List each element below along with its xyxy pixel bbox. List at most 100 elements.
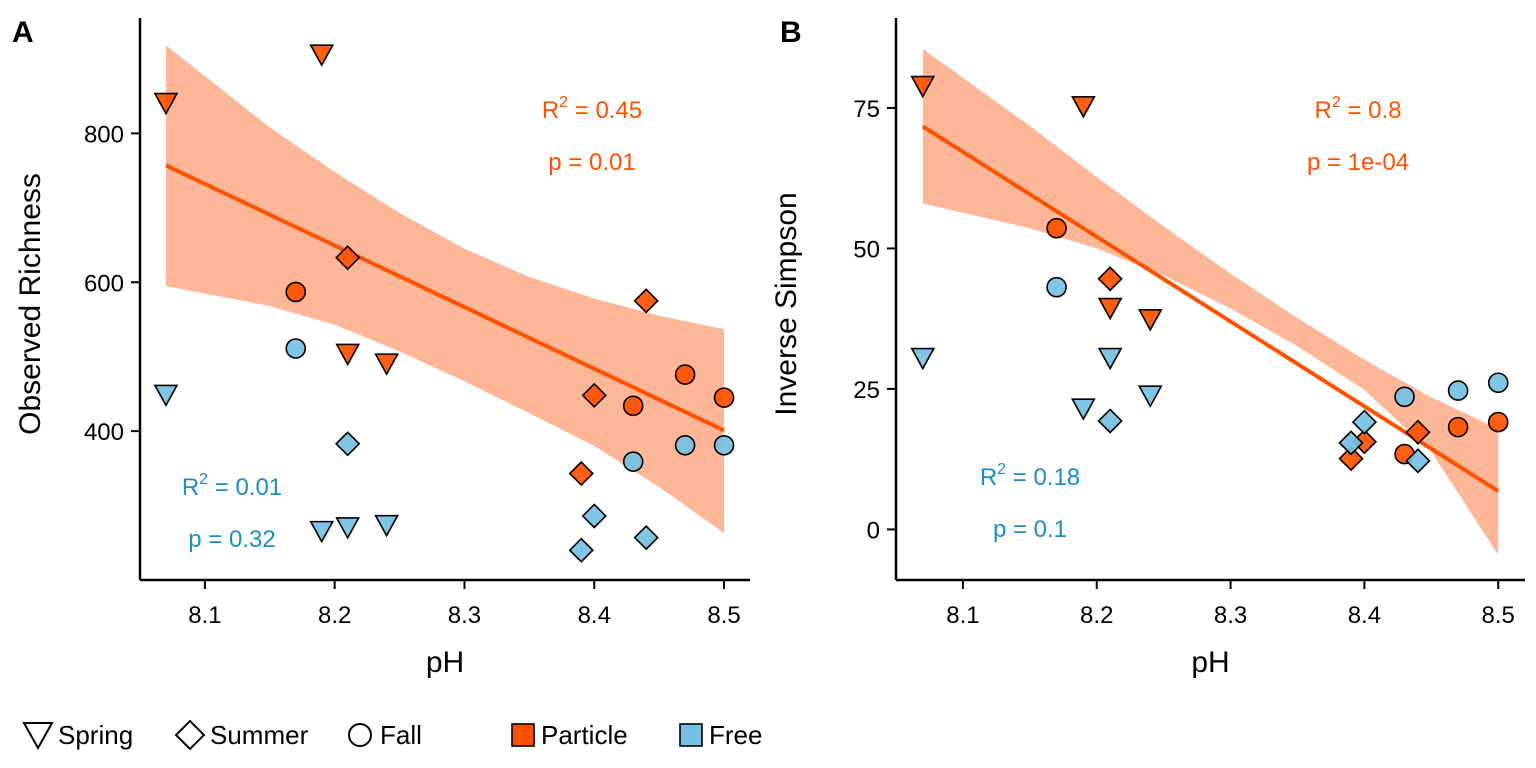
y-axis-title: Observed Richness: [14, 173, 47, 435]
data-point-summer-free: [1351, 409, 1378, 435]
data-point-fall-particle: [1447, 416, 1469, 438]
data-point-spring-free: [1137, 385, 1163, 408]
equals-sign: =: [208, 474, 235, 501]
data-point-summer-free: [633, 524, 659, 551]
y-tick-label: 800: [84, 121, 124, 148]
data-point-fall-free: [713, 434, 735, 456]
data-point-fall-particle: [674, 364, 696, 385]
data-point-summer-particle: [1338, 445, 1364, 472]
p-value-annotation-free: p = 0.32: [188, 526, 275, 553]
equals-sign: =: [1006, 464, 1033, 491]
data-point-summer-particle: [568, 460, 594, 487]
x-tick-label: 8.1: [188, 602, 221, 629]
data-point-spring-free: [335, 517, 361, 540]
data-point-summer-particle: [581, 382, 607, 409]
legend-particle-swatch: [511, 723, 535, 747]
x-tick-label: 8.2: [318, 602, 351, 629]
data-point-summer-particle: [1097, 266, 1123, 292]
x-tick-label: 8.4: [1348, 602, 1381, 629]
data-point-fall-free: [1447, 380, 1469, 401]
r-letter: R: [542, 97, 559, 124]
data-point-fall-particle: [713, 387, 735, 408]
data-point-spring-particle: [374, 353, 399, 376]
y-tick-label: 400: [84, 419, 124, 446]
data-point-spring-free: [1097, 347, 1123, 371]
legend-spring-icon: [22, 722, 54, 751]
r-squared-annotation-free: R2 = 0.18: [980, 461, 1080, 491]
data-point-spring-free: [910, 347, 936, 371]
legend-label-fall: Fall: [380, 720, 422, 750]
data-point-spring-particle: [335, 343, 361, 367]
data-point-fall-free: [285, 338, 307, 359]
data-point-summer-free: [1405, 448, 1431, 474]
data-point-spring-free: [309, 520, 335, 544]
legend-free-swatch: [679, 723, 703, 747]
r-squared-value: 0.01: [235, 474, 282, 501]
y-tick-label: 25: [853, 377, 880, 404]
legend: Spring Summer Fall Particle Free: [22, 719, 762, 751]
r-squared-value: 0.18: [1033, 464, 1080, 491]
legend-summer-icon: [174, 719, 206, 751]
data-point-summer-free: [1338, 430, 1364, 456]
data-point-fall-free: [1046, 276, 1067, 298]
r-squared-annotation-free: R2 = 0.01: [182, 471, 282, 501]
data-point-spring-particle: [309, 44, 335, 67]
p-value-annotation-free: p = 0.1: [993, 516, 1067, 543]
x-tick-label: 8.4: [578, 602, 611, 629]
r-letter: R: [980, 464, 997, 491]
data-point-summer-free: [568, 537, 594, 563]
superscript-2: 2: [1332, 94, 1341, 111]
data-point-spring-particle: [1071, 95, 1096, 119]
data-point-summer-free: [1097, 408, 1123, 434]
x-tick-label: 8.2: [1080, 602, 1113, 629]
panel-letter: B: [780, 16, 802, 49]
y-tick-label: 0: [867, 517, 880, 544]
legend-label-summer: Summer: [210, 720, 309, 750]
y-tick-label: 600: [84, 270, 124, 297]
x-axis-title: pH: [1191, 646, 1229, 679]
legend-label-particle: Particle: [541, 720, 628, 750]
y-tick-label: 75: [853, 96, 880, 123]
p-value-annotation-particle: p = 1e-04: [1307, 149, 1409, 176]
data-point-spring-particle: [1137, 308, 1163, 332]
r-squared-value: 0.45: [595, 97, 642, 124]
r-squared-annotation-particle: R2 = 0.45: [542, 94, 642, 124]
r-letter: R: [1315, 97, 1332, 124]
equals-sign: =: [1341, 97, 1368, 124]
chart-panel-b: B 8.1 8.2 8.3 8.4 8.5 0 25 50 75 pH Inverse Simpson…: [770, 16, 1525, 679]
y-tick-label: 50: [853, 236, 880, 263]
regression-line: [165, 163, 725, 433]
r-squared-value: 0.8: [1368, 97, 1401, 124]
data-point-fall-particle: [1046, 217, 1067, 239]
data-point-summer-free: [581, 503, 607, 529]
r-letter: R: [182, 474, 199, 501]
confidence-band: [166, 45, 724, 534]
superscript-2: 2: [199, 471, 208, 488]
x-tick-label: 8.3: [448, 602, 481, 629]
data-point-fall-particle: [285, 281, 307, 303]
data-point-fall-particle: [622, 395, 644, 417]
x-tick-label: 8.3: [1214, 602, 1247, 629]
x-tick-label: 8.5: [707, 602, 740, 629]
confidence-band: [922, 48, 1499, 555]
data-point-fall-particle: [1487, 411, 1509, 433]
x-axis-title: pH: [426, 646, 464, 679]
data-point-summer-particle: [335, 245, 361, 271]
data-point-fall-free: [1487, 372, 1509, 394]
regression-line: [921, 124, 1500, 493]
p-value-annotation-particle: p = 0.01: [548, 149, 635, 176]
r-squared-annotation-particle: R2 = 0.8: [1315, 94, 1402, 124]
data-point-fall-free: [622, 451, 644, 472]
x-tick-label: 8.1: [946, 602, 979, 629]
superscript-2: 2: [559, 94, 568, 111]
x-tick-label: 8.5: [1482, 602, 1515, 629]
data-point-spring-particle: [910, 75, 936, 99]
equals-sign: =: [568, 97, 595, 124]
data-point-summer-particle: [1405, 419, 1431, 445]
data-point-summer-free: [335, 431, 361, 457]
data-point-spring-free: [1071, 398, 1096, 421]
data-point-spring-particle: [153, 92, 179, 116]
legend-label-spring: Spring: [58, 720, 133, 750]
panel-letter: A: [12, 16, 34, 49]
legend-fall-icon: [348, 723, 372, 747]
